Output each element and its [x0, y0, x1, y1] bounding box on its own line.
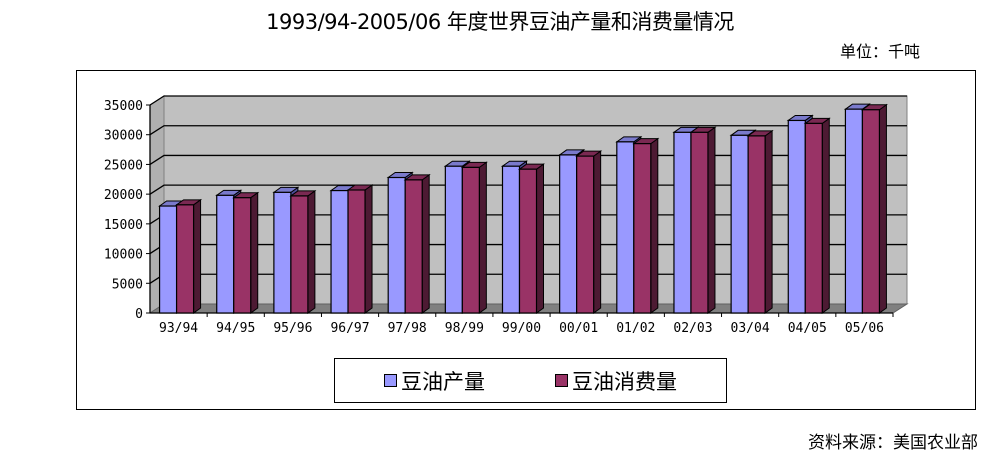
legend-swatch-production [384, 374, 397, 387]
svg-text:02/03: 02/03 [673, 321, 712, 336]
svg-text:30000: 30000 [104, 129, 143, 144]
chart-frame [76, 70, 976, 410]
unit-label: 单位：千吨 [839, 42, 920, 61]
legend-item-consumption: 豆油消费量 [555, 366, 677, 396]
svg-text:99/00: 99/00 [502, 321, 541, 336]
svg-text:03/04: 03/04 [731, 321, 770, 336]
svg-text:04/05: 04/05 [788, 321, 827, 336]
svg-text:01/02: 01/02 [616, 321, 655, 336]
chart-title: 1993/94-2005/06 年度世界豆油产量和消费量情况 [266, 10, 734, 34]
svg-text:10000: 10000 [104, 248, 143, 263]
legend-label-consumption: 豆油消费量 [572, 369, 677, 394]
legend-item-production: 豆油产量 [384, 366, 485, 396]
svg-text:25000: 25000 [104, 158, 143, 173]
svg-text:93/94: 93/94 [159, 321, 198, 336]
svg-text:94/95: 94/95 [216, 321, 255, 336]
svg-text:00/01: 00/01 [559, 321, 598, 336]
svg-text:98/99: 98/99 [445, 321, 484, 336]
svg-text:97/98: 97/98 [388, 321, 427, 336]
svg-text:95/96: 95/96 [273, 321, 312, 336]
svg-text:0: 0 [135, 307, 143, 322]
svg-text:5000: 5000 [112, 277, 143, 292]
svg-text:96/97: 96/97 [330, 321, 369, 336]
svg-text:20000: 20000 [104, 188, 143, 203]
svg-text:15000: 15000 [104, 218, 143, 233]
legend-label-production: 豆油产量 [401, 369, 485, 394]
svg-text:05/06: 05/06 [845, 321, 884, 336]
legend-swatch-consumption [555, 374, 568, 387]
legend: 豆油产量 豆油消费量 [334, 358, 727, 403]
svg-text:35000: 35000 [104, 99, 143, 114]
source-label: 资料来源：美国农业部 [808, 433, 978, 453]
